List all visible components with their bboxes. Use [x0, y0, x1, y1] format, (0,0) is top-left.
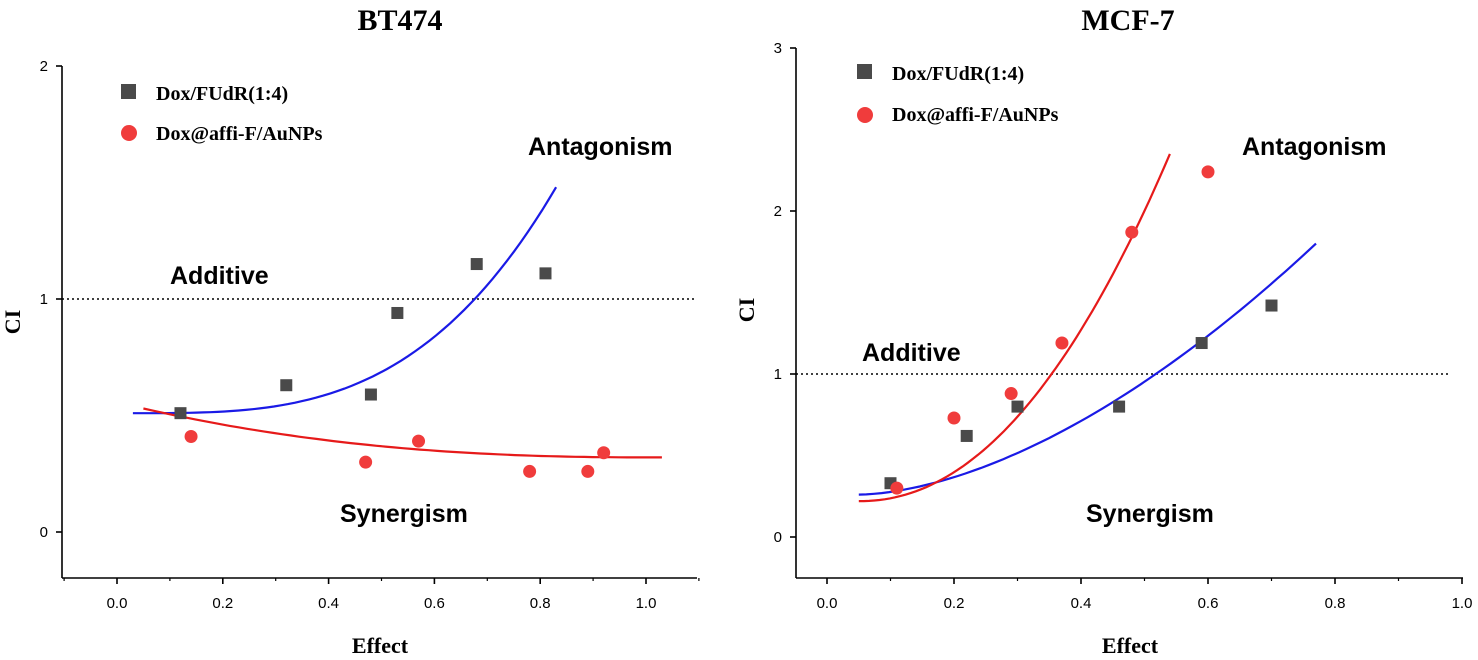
chart-mcf7: MCF-7 0 1 2 3 0.0 0.2 0.4 0.6 0.8 1.0 Additive A… — [734, 4, 1473, 658]
point-dox-affi — [1201, 165, 1215, 179]
x-tick-label: 0.6 — [1198, 595, 1219, 612]
y-tick-label: 0 — [40, 524, 48, 541]
point-dox-fudr — [280, 379, 293, 392]
point-dox-fudr — [1265, 299, 1278, 312]
legend-entry-dox-affi: Dox@affi-F/AuNPs — [892, 104, 1059, 126]
fit-curves — [858, 153, 1317, 503]
point-dox-fudr — [470, 258, 483, 271]
data-points — [884, 165, 1278, 495]
y-ticks: 0 1 2 — [40, 58, 62, 541]
y-tick-label: 1 — [774, 366, 782, 383]
synergism-label: Synergism — [1086, 500, 1214, 528]
y-axis-label: CI — [0, 310, 25, 334]
point-dox-fudr — [391, 306, 404, 319]
point-dox-fudr — [539, 267, 552, 280]
legend: Dox/FUdR(1:4) Dox@affi-F/AuNPs — [121, 83, 323, 145]
y-tick-label: 2 — [40, 58, 48, 75]
x-tick-label: 0.4 — [318, 595, 339, 612]
x-tick-label: 0.4 — [1071, 595, 1092, 612]
legend-circle-marker — [121, 125, 137, 141]
point-dox-fudr — [174, 407, 187, 420]
legend-square-marker — [121, 84, 136, 99]
point-dox-affi — [359, 455, 373, 469]
point-dox-affi — [523, 464, 537, 478]
point-dox-fudr — [1011, 400, 1024, 413]
antagonism-label: Antagonism — [528, 133, 672, 161]
x-tick-label: 1.0 — [636, 595, 657, 612]
point-dox-fudr — [364, 388, 377, 401]
legend-square-marker — [857, 64, 872, 79]
fit-curve-dox-affi — [858, 153, 1171, 503]
legend-circle-marker — [857, 107, 873, 123]
x-tick-label: 0.8 — [1325, 595, 1346, 612]
point-dox-affi — [1055, 336, 1069, 350]
point-dox-affi — [890, 481, 904, 495]
antagonism-label: Antagonism — [1242, 133, 1386, 161]
point-dox-affi — [412, 434, 426, 448]
x-tick-label: 0.2 — [212, 595, 233, 612]
y-axis-label: CI — [734, 298, 759, 322]
legend-entry-dox-fudr: Dox/FUdR(1:4) — [892, 63, 1024, 85]
y-tick-label: 0 — [774, 529, 782, 546]
x-axis-label: Effect — [352, 633, 409, 658]
chart-title: MCF-7 — [1081, 4, 1174, 37]
additive-label: Additive — [170, 262, 269, 290]
point-dox-fudr — [1113, 400, 1126, 413]
synergism-label: Synergism — [340, 500, 468, 528]
fit-curve-dox-fudr — [858, 242, 1317, 496]
legend: Dox/FUdR(1:4) Dox@affi-F/AuNPs — [857, 63, 1059, 126]
point-dox-fudr — [1195, 337, 1208, 350]
fit-curve-dox-fudr — [132, 186, 558, 415]
chart-bt474: BT474 0 1 2 0.0 0.2 0.4 0.6 0.8 1.0 Additive An… — [0, 4, 700, 658]
data-points — [174, 258, 611, 478]
y-ticks: 0 1 2 3 — [774, 40, 796, 546]
x-tick-label: 1.0 — [1452, 595, 1473, 612]
x-axis-label: Effect — [1102, 633, 1159, 658]
y-tick-label: 2 — [774, 203, 782, 220]
x-tick-label: 0.6 — [424, 595, 445, 612]
chart-title: BT474 — [357, 4, 442, 37]
legend-entry-dox-fudr: Dox/FUdR(1:4) — [156, 83, 288, 105]
x-ticks: 0.0 0.2 0.4 0.6 0.8 1.0 — [63, 578, 700, 612]
point-dox-affi — [597, 446, 611, 460]
fit-curve-dox-affi — [143, 407, 662, 459]
point-dox-affi — [581, 464, 595, 478]
x-tick-label: 0.0 — [817, 595, 838, 612]
legend-entry-dox-affi: Dox@affi-F/AuNPs — [156, 123, 323, 145]
y-tick-label: 1 — [40, 291, 48, 308]
x-tick-label: 0.2 — [944, 595, 965, 612]
point-dox-affi — [184, 429, 198, 443]
point-dox-affi — [1125, 225, 1139, 239]
y-tick-label: 3 — [774, 40, 782, 57]
x-tick-label: 0.8 — [530, 595, 551, 612]
point-dox-fudr — [960, 429, 973, 442]
x-ticks: 0.0 0.2 0.4 0.6 0.8 1.0 — [817, 578, 1473, 612]
x-tick-label: 0.0 — [107, 595, 128, 612]
additive-label: Additive — [862, 339, 961, 367]
point-dox-affi — [947, 411, 961, 425]
fit-curves — [132, 186, 662, 459]
point-dox-affi — [1004, 387, 1018, 401]
